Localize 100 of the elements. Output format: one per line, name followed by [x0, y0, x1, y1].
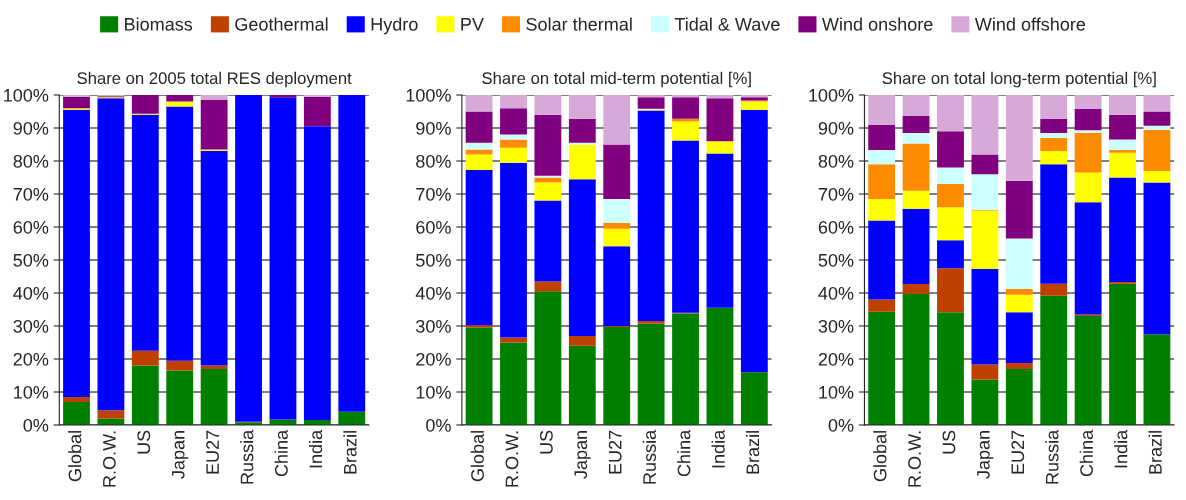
x-tick-label: R.O.W.: [505, 431, 519, 487]
legend-label: Wind offshore: [974, 17, 1086, 31]
y-tick-label: 50%: [13, 253, 49, 267]
bar: [740, 109, 768, 373]
bar: [937, 268, 964, 313]
y-tick-label: 100%: [809, 88, 854, 102]
bar: [902, 208, 930, 285]
y-tick-label: 80%: [416, 154, 451, 168]
bar: [971, 154, 999, 175]
bar: [672, 313, 699, 425]
x-tick-label: EU27: [1011, 430, 1025, 474]
bar: [937, 184, 964, 208]
bar: [568, 179, 596, 336]
x-tick-label: R.O.W.: [102, 431, 116, 487]
bar: [500, 147, 527, 163]
bar: [868, 164, 896, 199]
bar: [465, 327, 493, 425]
x-tick-label: Brazil: [1148, 431, 1162, 474]
bar: [1040, 151, 1068, 165]
y-tick-label: 0%: [23, 418, 49, 432]
y-tick-label: 20%: [416, 352, 451, 366]
bar: [1005, 294, 1033, 313]
bar: [868, 150, 896, 165]
y-tick-label: 60%: [13, 220, 49, 234]
x-tick-label: Global: [68, 431, 82, 482]
bar: [166, 370, 194, 425]
y-tick-label: 40%: [13, 286, 49, 300]
bar: [1005, 289, 1033, 295]
chart-title: Share on total long-term potential [%]: [882, 71, 1156, 88]
y-tick-label: 90%: [818, 121, 854, 135]
bar: [63, 96, 90, 109]
y-tick-label: 80%: [818, 154, 854, 168]
bar: [465, 95, 493, 112]
bar: [1143, 182, 1171, 335]
y-tick-label: 10%: [819, 385, 854, 399]
bar: [637, 323, 665, 425]
bar: [637, 97, 665, 109]
bar: [1005, 95, 1033, 181]
bar: [603, 246, 631, 326]
bar: [1109, 150, 1136, 153]
x-tick-label: China: [677, 429, 691, 477]
bar: [868, 124, 896, 151]
y-tick-label: 100%: [4, 88, 49, 102]
legend-label: PV: [461, 18, 484, 31]
bar: [971, 364, 999, 380]
bar: [902, 284, 930, 294]
bar: [971, 379, 999, 425]
bar: [131, 95, 159, 114]
bar: [937, 312, 964, 425]
bar: [131, 350, 159, 366]
x-tick-label: Japan: [574, 431, 591, 479]
bar: [902, 95, 930, 116]
y-tick-label: 70%: [416, 187, 451, 201]
bar: [1109, 177, 1136, 283]
x-tick-label: India: [308, 429, 323, 468]
x-tick-label: EU27: [608, 430, 622, 474]
chart-title: Share on 2005 total RES deployment: [77, 71, 352, 88]
bar: [63, 401, 90, 425]
bar: [63, 109, 90, 397]
bar: [1109, 152, 1136, 178]
y-tick-label: 100%: [406, 88, 451, 102]
bar: [1040, 164, 1068, 284]
y-tick-label: 30%: [416, 319, 451, 333]
bar: [534, 95, 562, 115]
x-tick-label: Japan: [977, 431, 994, 479]
x-tick-label: EU27: [206, 430, 219, 474]
y-tick-label: 90%: [13, 121, 49, 135]
bar: [500, 139, 527, 148]
bar: [568, 95, 596, 119]
chart-title: Share on total mid-term potential [%]: [482, 71, 751, 88]
bar: [568, 118, 596, 143]
bar: [902, 132, 930, 144]
bar: [1040, 283, 1068, 296]
x-tick-label: US: [942, 430, 956, 454]
bar: [534, 291, 562, 425]
bar: [63, 396, 90, 402]
bar: [568, 335, 596, 346]
x-tick-label: R.O.W.: [908, 431, 921, 487]
bar: [1005, 180, 1033, 239]
bar: [1143, 129, 1171, 171]
bar: [1109, 114, 1136, 140]
bar: [1143, 125, 1171, 130]
bar: [166, 106, 194, 361]
bar: [1143, 95, 1171, 112]
bar: [1040, 95, 1068, 119]
bar: [200, 365, 228, 369]
bar: [1109, 139, 1136, 151]
bar: [568, 144, 596, 180]
y-tick-label: 30%: [13, 319, 49, 333]
bar: [868, 311, 896, 425]
bar: [637, 321, 665, 324]
x-tick-label: Brazil: [343, 431, 357, 474]
bar: [131, 365, 159, 425]
y-tick-label: 60%: [818, 220, 854, 234]
bar: [603, 198, 631, 223]
bar: [1040, 118, 1068, 133]
y-tick-label: 40%: [415, 286, 451, 300]
bar: [200, 368, 228, 425]
bar: [672, 121, 699, 141]
x-tick-label: India: [1114, 429, 1128, 468]
